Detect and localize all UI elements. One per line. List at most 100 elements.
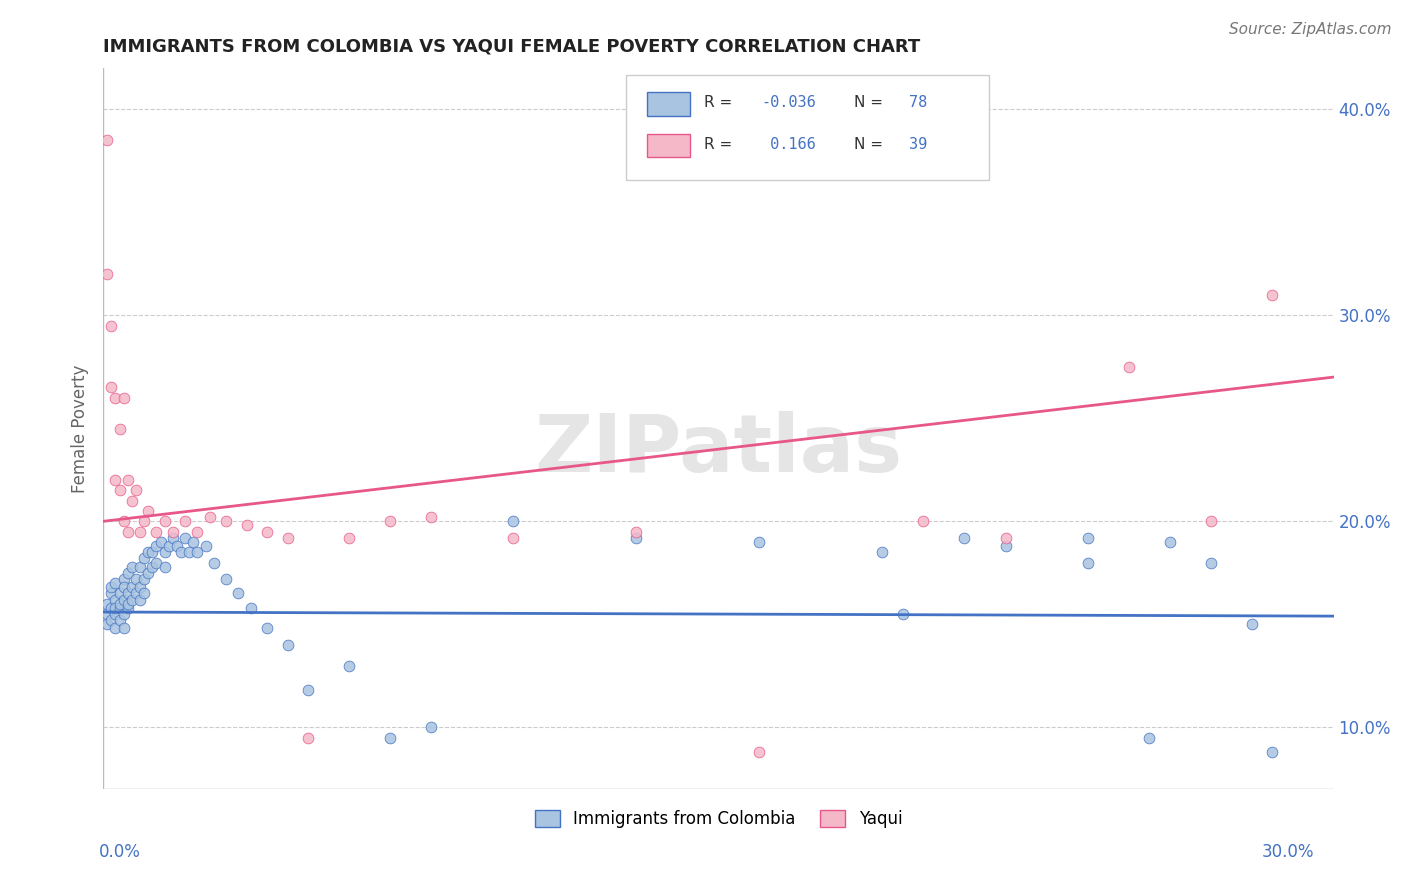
Point	[994, 531, 1017, 545]
Point	[112, 592, 135, 607]
Point	[215, 514, 238, 528]
Point	[104, 473, 127, 487]
Point	[134, 572, 156, 586]
Text: ZIPatlas: ZIPatlas	[534, 411, 903, 489]
Point	[891, 607, 914, 621]
Point	[112, 572, 135, 586]
Point	[194, 539, 217, 553]
Point	[179, 545, 201, 559]
Point	[125, 483, 148, 498]
Point	[121, 559, 143, 574]
Point	[420, 720, 443, 734]
Point	[108, 483, 131, 498]
Point	[104, 576, 127, 591]
Point	[129, 580, 152, 594]
Point	[228, 586, 250, 600]
Point	[117, 524, 139, 539]
Point	[145, 524, 167, 539]
Point	[162, 524, 184, 539]
Point	[108, 613, 131, 627]
Point	[96, 597, 118, 611]
Point	[337, 531, 360, 545]
Point	[748, 535, 770, 549]
Point	[297, 683, 319, 698]
Point	[125, 586, 148, 600]
Point	[108, 597, 131, 611]
Text: -0.036: -0.036	[762, 95, 817, 110]
Point	[256, 524, 278, 539]
Point	[186, 524, 208, 539]
Point	[125, 572, 148, 586]
Point	[136, 545, 159, 559]
Text: N =: N =	[853, 136, 887, 152]
Point	[112, 622, 135, 636]
Point	[626, 531, 648, 545]
Point	[145, 556, 167, 570]
Text: R =: R =	[703, 95, 737, 110]
Point	[502, 514, 524, 528]
Point	[626, 524, 648, 539]
Point	[121, 493, 143, 508]
Point	[256, 622, 278, 636]
Point	[872, 545, 894, 559]
Point	[96, 133, 118, 147]
Point	[134, 551, 156, 566]
FancyBboxPatch shape	[626, 75, 988, 180]
Point	[129, 559, 152, 574]
Point	[202, 556, 225, 570]
Point	[153, 559, 176, 574]
Point	[166, 539, 188, 553]
Point	[186, 545, 208, 559]
Point	[100, 600, 122, 615]
Bar	[647, 92, 690, 116]
Point	[100, 380, 122, 394]
Point	[912, 514, 935, 528]
Point	[104, 600, 127, 615]
Y-axis label: Female Poverty: Female Poverty	[72, 365, 89, 492]
Point	[337, 658, 360, 673]
Point	[748, 745, 770, 759]
Point	[1199, 556, 1222, 570]
Point	[239, 600, 262, 615]
Point	[1076, 556, 1098, 570]
Point	[174, 514, 197, 528]
Point	[100, 613, 122, 627]
Point	[141, 559, 163, 574]
Point	[112, 514, 135, 528]
Point	[108, 421, 131, 435]
Point	[117, 586, 139, 600]
Text: 39: 39	[910, 136, 928, 152]
Point	[162, 531, 184, 545]
Point	[96, 617, 118, 632]
Bar	[647, 134, 690, 157]
Text: 30.0%: 30.0%	[1263, 843, 1315, 861]
Point	[174, 531, 197, 545]
Point	[183, 535, 205, 549]
Point	[117, 566, 139, 580]
Text: 0.0%: 0.0%	[98, 843, 141, 861]
Point	[96, 607, 118, 621]
Point	[380, 731, 402, 745]
Text: 0.166: 0.166	[762, 136, 817, 152]
Point	[136, 504, 159, 518]
Point	[121, 580, 143, 594]
Point	[104, 391, 127, 405]
Text: Source: ZipAtlas.com: Source: ZipAtlas.com	[1229, 22, 1392, 37]
Point	[297, 731, 319, 745]
Point	[112, 391, 135, 405]
Point	[96, 267, 118, 281]
Point	[100, 318, 122, 333]
Point	[1240, 617, 1263, 632]
Point	[145, 539, 167, 553]
Point	[104, 607, 127, 621]
Point	[994, 539, 1017, 553]
Point	[277, 531, 299, 545]
Point	[502, 531, 524, 545]
Point	[157, 539, 180, 553]
Point	[215, 572, 238, 586]
Point	[1261, 745, 1284, 759]
Point	[953, 531, 976, 545]
Point	[380, 514, 402, 528]
Point	[104, 622, 127, 636]
Point	[153, 545, 176, 559]
